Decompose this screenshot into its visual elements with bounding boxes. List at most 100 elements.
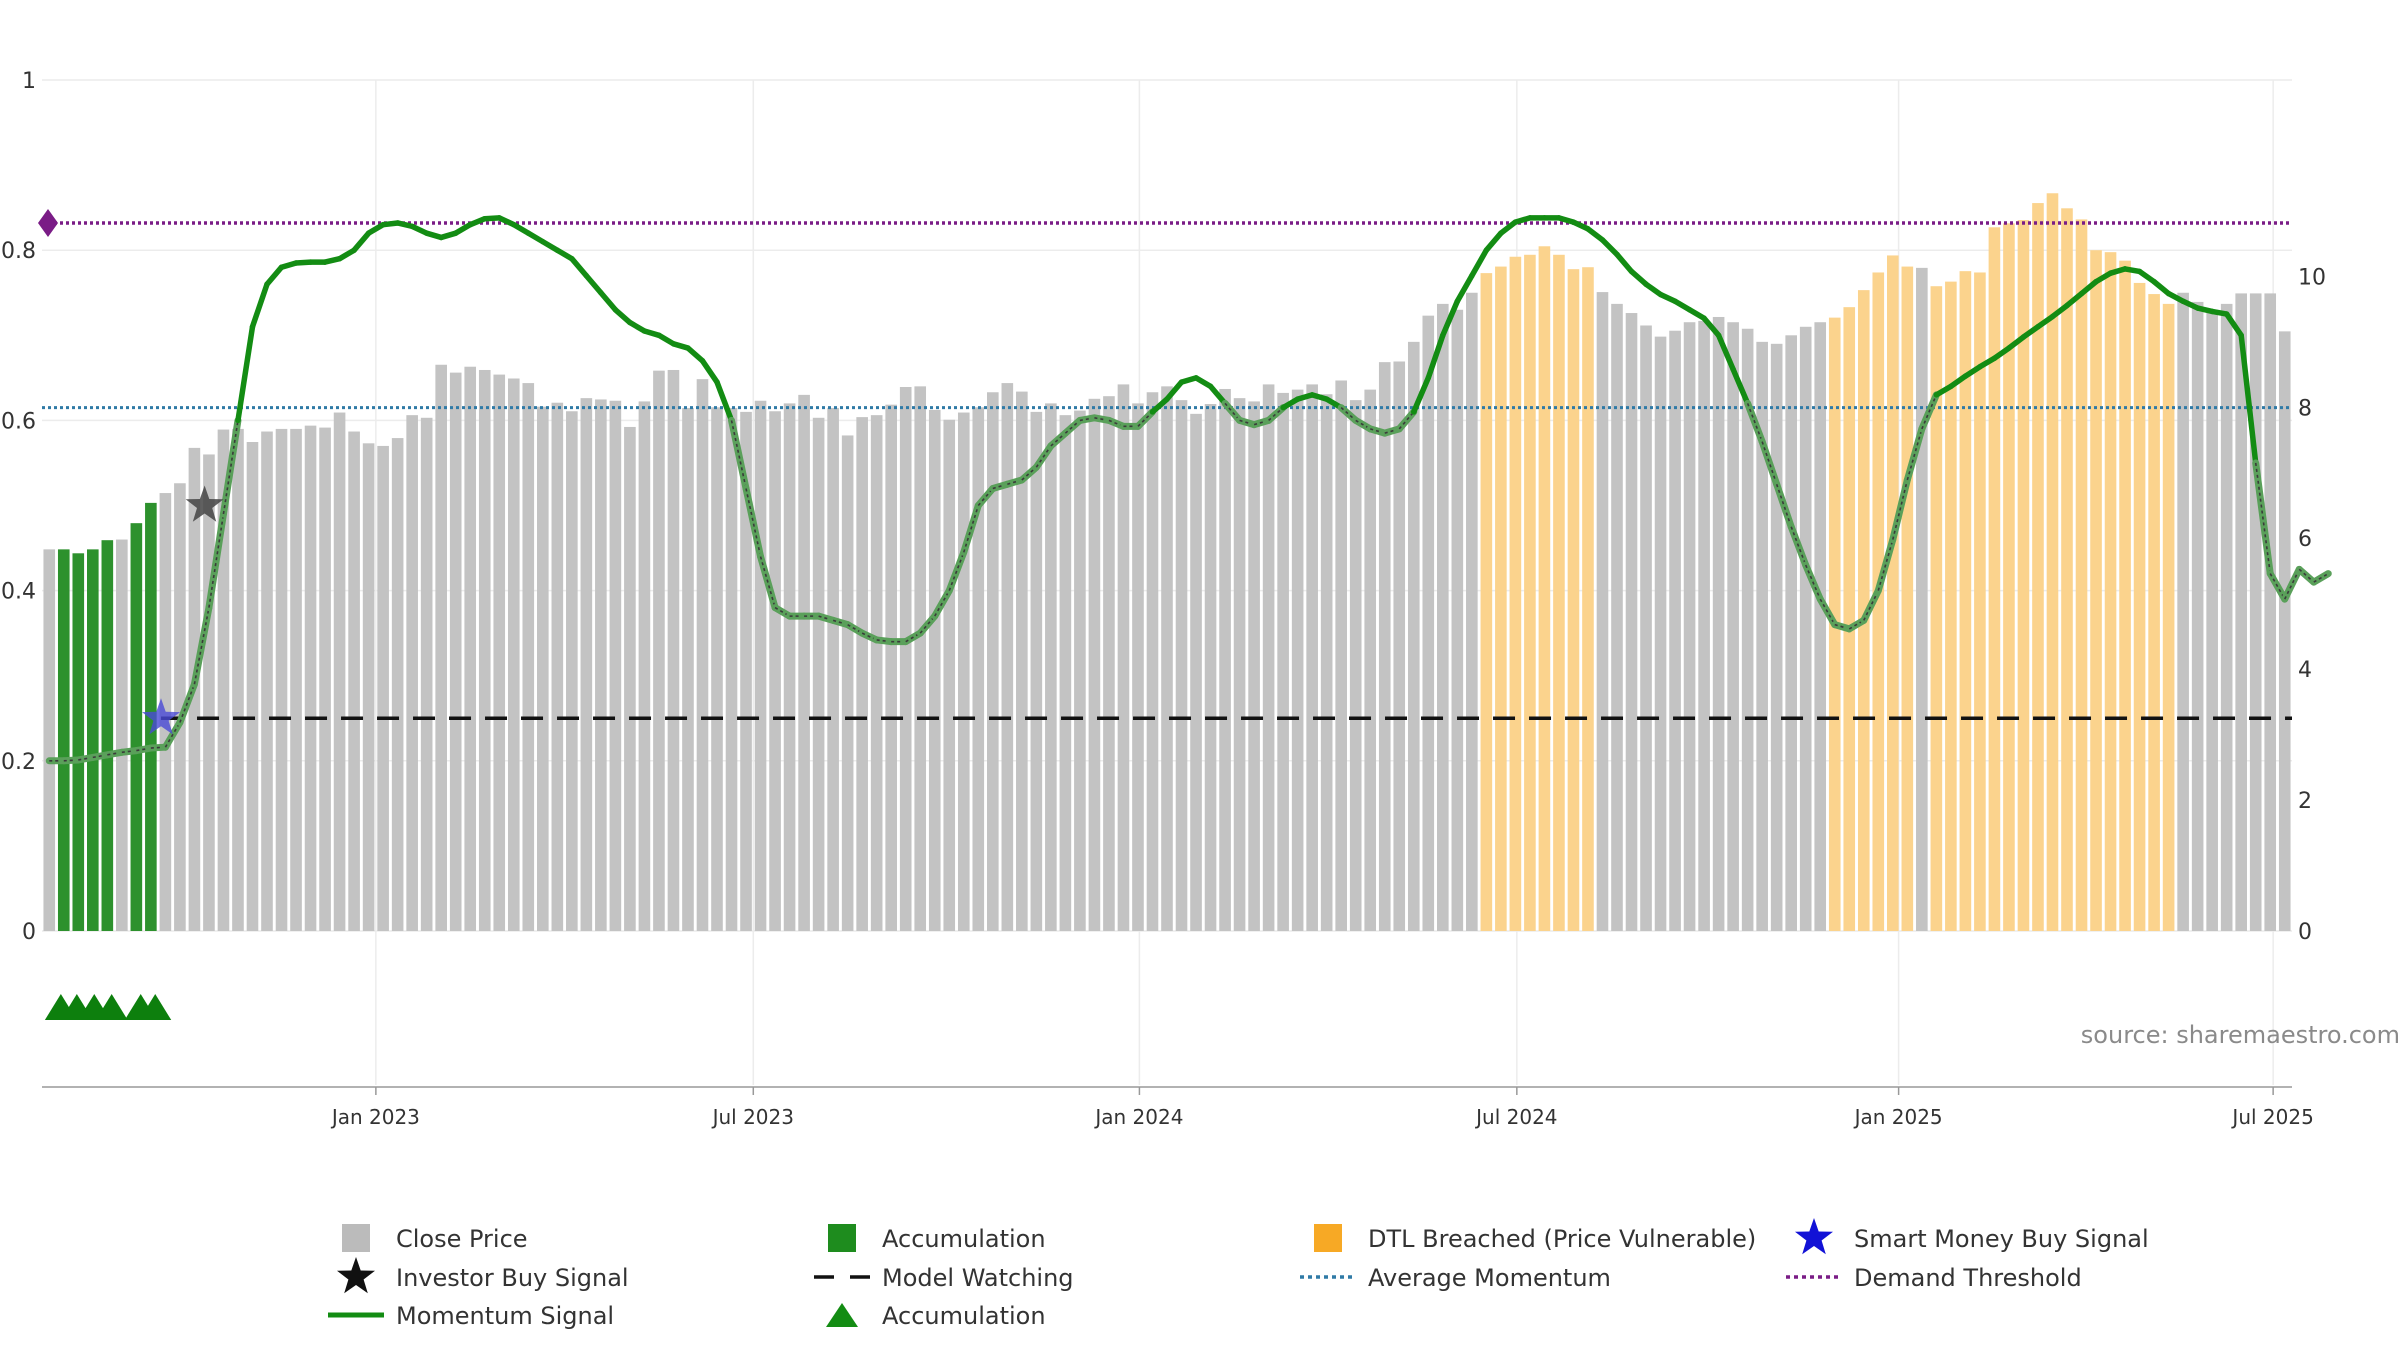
close-price-bar bbox=[232, 428, 244, 931]
close-price-bar bbox=[1132, 403, 1144, 931]
momentum-segment-faded bbox=[1265, 404, 1287, 424]
momentum-segment bbox=[264, 264, 285, 287]
momentum-segment bbox=[336, 247, 357, 262]
close-price-bar bbox=[2235, 293, 2247, 931]
close-price-bar bbox=[667, 369, 680, 931]
momentum-segment bbox=[525, 230, 546, 245]
close-price-bar bbox=[1335, 380, 1347, 932]
close-price-bar bbox=[1103, 396, 1115, 931]
momentum-segment-dots bbox=[1906, 428, 1923, 481]
close-price-bar bbox=[290, 428, 302, 931]
dtl-breached-bar bbox=[2032, 203, 2044, 931]
momentum-segment-faded bbox=[728, 416, 750, 492]
legend-swatch-star bbox=[1795, 1218, 1833, 1255]
momentum-segment-dots bbox=[2269, 573, 2286, 600]
close-price-bar bbox=[449, 372, 462, 931]
close-price-bar bbox=[1204, 404, 1217, 931]
momentum-segment bbox=[1425, 332, 1446, 381]
legend-swatch-square bbox=[1314, 1224, 1342, 1252]
momentum-segment-dots bbox=[179, 683, 196, 723]
close-price-bar bbox=[1045, 403, 1057, 931]
close-price-bar bbox=[420, 417, 433, 931]
close-price-bar bbox=[769, 411, 781, 931]
legend-label: Close Price bbox=[396, 1225, 528, 1253]
right-axis-tick-label: 4 bbox=[2298, 658, 2312, 683]
momentum-segment-dots bbox=[1224, 402, 1241, 421]
close-price-bar bbox=[2191, 301, 2204, 931]
momentum-segment bbox=[598, 290, 619, 313]
close-price-bar bbox=[1378, 362, 1391, 931]
close-price-bar bbox=[870, 415, 883, 931]
momentum-segment-dots bbox=[1921, 394, 1938, 430]
momentum-segment bbox=[699, 358, 720, 385]
momentum-segment bbox=[1962, 364, 1983, 379]
close-price-bar bbox=[1466, 292, 1478, 931]
close-price-bar bbox=[1277, 392, 1289, 931]
momentum-segment bbox=[1628, 268, 1649, 287]
close-price-bar bbox=[1814, 322, 1827, 932]
close-price-bar bbox=[377, 445, 389, 931]
dtl-breached-bar bbox=[1553, 254, 1565, 931]
legend-label: Accumulation bbox=[882, 1302, 1046, 1330]
close-price-bar bbox=[246, 442, 259, 931]
momentum-segment-dots bbox=[1761, 441, 1778, 485]
momentum-segment bbox=[1672, 298, 1693, 313]
dtl-breached-bar bbox=[2003, 223, 2015, 932]
momentum-segment-dots bbox=[1892, 479, 1909, 540]
legend-label: Model Watching bbox=[882, 1264, 1074, 1292]
close-price-bar bbox=[725, 407, 738, 932]
close-price-bar bbox=[1161, 386, 1173, 931]
momentum-segment bbox=[2078, 278, 2099, 297]
momentum-segment-dots bbox=[1775, 483, 1792, 528]
momentum-segment-dots bbox=[1398, 411, 1415, 430]
dtl-breached-bar bbox=[2133, 282, 2146, 931]
source-label: source: sharemaestro.com bbox=[2081, 1021, 2400, 1049]
close-price-bar bbox=[1219, 388, 1231, 932]
close-price-bar bbox=[1364, 389, 1377, 931]
momentum-segment bbox=[1454, 272, 1475, 305]
close-price-bar bbox=[522, 383, 535, 932]
accumulation-bar bbox=[72, 553, 85, 931]
close-price-bar bbox=[2278, 331, 2291, 931]
close-price-bar bbox=[1088, 398, 1101, 931]
close-price-bar bbox=[595, 399, 607, 931]
momentum-segment bbox=[1280, 396, 1301, 411]
momentum-segment bbox=[583, 272, 604, 296]
close-price-bar bbox=[391, 438, 404, 931]
momentum-segment-dots bbox=[1877, 539, 1894, 591]
close-price-bar bbox=[1756, 341, 1768, 932]
close-price-bar bbox=[798, 394, 810, 931]
close-price-bar bbox=[1190, 413, 1202, 932]
momentum-segment-dots bbox=[919, 615, 936, 634]
close-price-bar bbox=[1349, 400, 1362, 931]
close-price-bar bbox=[1422, 315, 1435, 931]
dtl-breached-bar bbox=[2061, 208, 2073, 932]
close-price-bar bbox=[1320, 394, 1333, 932]
close-price-bar bbox=[856, 417, 868, 931]
momentum-segment bbox=[1977, 355, 1998, 370]
accumulation-bar bbox=[87, 549, 99, 931]
dtl-breached-bar bbox=[1857, 290, 1870, 931]
close-price-bar bbox=[2220, 303, 2233, 931]
close-price-bar bbox=[1059, 415, 1072, 931]
close-price-bar bbox=[1741, 328, 1754, 931]
close-price-bar bbox=[914, 386, 927, 931]
close-price-bar bbox=[1117, 384, 1130, 931]
momentum-segment bbox=[1164, 379, 1185, 402]
close-price-bar bbox=[1001, 383, 1014, 932]
close-price-bar bbox=[2249, 293, 2262, 931]
legend-label: Smart Money Buy Signal bbox=[1854, 1225, 2149, 1253]
legend-label: Demand Threshold bbox=[1854, 1264, 2082, 1292]
close-price-bar bbox=[1683, 322, 1696, 932]
investor-buy-signal-star bbox=[185, 485, 224, 522]
momentum-segment bbox=[1948, 373, 1969, 390]
dtl-breached-bar bbox=[2017, 220, 2030, 932]
close-price-bar bbox=[1262, 384, 1275, 931]
close-price-bar bbox=[580, 398, 593, 931]
close-price-bar bbox=[1669, 330, 1681, 932]
close-price-bar bbox=[1785, 335, 1797, 931]
close-price-bar bbox=[507, 378, 520, 931]
close-price-bar bbox=[1016, 391, 1028, 932]
close-price-bar bbox=[841, 435, 854, 931]
